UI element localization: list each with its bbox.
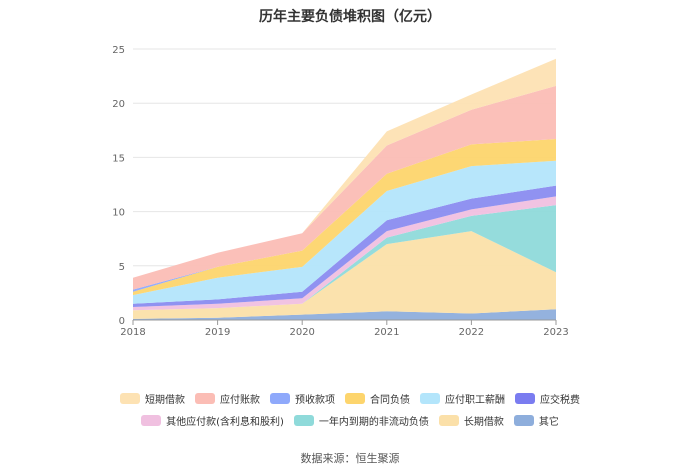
area-一年内到期的非流动负债 [133, 205, 556, 311]
x-tick-label: 2023 [543, 327, 568, 338]
legend-label: 长期借款 [463, 416, 504, 428]
legend-swatch [513, 414, 534, 426]
source-note: 数据来源：恒生聚源 [300, 452, 400, 465]
legend-row-2: 其他应付款(含利息和股利) 一年内到期的非流动负债 长期借款 其它 [0, 410, 700, 430]
legend: 短期借款 应付账款 预收款项 合同负债 应付职工薪酬 应交税费 其他应付款(含利息和股利)… [0, 388, 700, 432]
legend-item[interactable]: 应付职工薪酬 [420, 391, 505, 406]
area-应付职工薪酬 [133, 160, 556, 304]
legend-item[interactable]: 应付账款 [195, 391, 260, 406]
legend-swatch [438, 414, 459, 426]
y-tick-label: 0 [119, 316, 125, 327]
area-应付账款 [133, 85, 556, 290]
x-tick-label: 2021 [374, 327, 399, 338]
area-短期借款 [133, 58, 556, 278]
y-tick-label: 10 [112, 208, 125, 219]
legend-label: 其它 [538, 416, 559, 428]
legend-swatch [120, 392, 140, 404]
chart-title: 历年主要负债堆积图（亿元） [259, 9, 441, 25]
area-其他应付款(含利息和股利) [133, 196, 556, 311]
area-其它 [133, 309, 556, 320]
area-合同负债 [133, 139, 556, 296]
legend-label: 应交税费 [540, 394, 580, 406]
legend-item[interactable]: 一年内到期的非流动负债 [293, 413, 429, 428]
legend-swatch [270, 392, 290, 404]
area-应交税费 [133, 185, 556, 307]
x-tick-label: 2020 [289, 327, 314, 338]
legend-item[interactable]: 预收款项 [270, 391, 335, 406]
legend-item[interactable]: 长期借款 [438, 413, 504, 428]
area-长期借款 [133, 231, 556, 319]
y-tick-label: 25 [112, 45, 125, 56]
legend-label: 应付账款 [220, 394, 260, 406]
y-tick-label: 5 [119, 262, 125, 273]
legend-label: 短期借款 [145, 394, 185, 406]
legend-item[interactable]: 其他应付款(含利息和股利) [141, 413, 284, 428]
legend-label: 预收款项 [295, 394, 335, 406]
legend-swatch [515, 392, 535, 404]
axes: 0 5 10 15 20 25 2018 2019 2020 2021 2022 2023 [112, 45, 568, 338]
legend-label: 合同负债 [370, 394, 410, 406]
legend-swatch [293, 414, 314, 426]
legend-label: 应付职工薪酬 [445, 394, 505, 406]
x-tick-label: 2018 [120, 327, 145, 338]
y-tick-label: 15 [112, 153, 125, 164]
legend-label: 一年内到期的非流动负债 [318, 416, 429, 428]
x-tick-label: 2019 [205, 327, 230, 338]
legend-swatch [141, 414, 162, 426]
legend-row-1: 短期借款 应付账款 预收款项 合同负债 应付职工薪酬 应交税费 [0, 388, 700, 408]
legend-swatch [195, 392, 215, 404]
legend-swatch [420, 392, 440, 404]
area-series-layer [133, 58, 556, 320]
x-tick-label: 2022 [459, 327, 484, 338]
legend-item[interactable]: 合同负债 [345, 391, 410, 406]
legend-item[interactable]: 应交税费 [515, 391, 580, 406]
legend-label: 其他应付款(含利息和股利) [166, 416, 284, 428]
legend-item[interactable]: 短期借款 [120, 391, 185, 406]
stacked-area-chart: 0 5 10 15 20 25 2018 2019 2020 2021 2022 2023 [112, 45, 568, 338]
y-tick-label: 20 [112, 99, 125, 110]
legend-item[interactable]: 其它 [513, 413, 559, 428]
legend-swatch [345, 392, 365, 404]
